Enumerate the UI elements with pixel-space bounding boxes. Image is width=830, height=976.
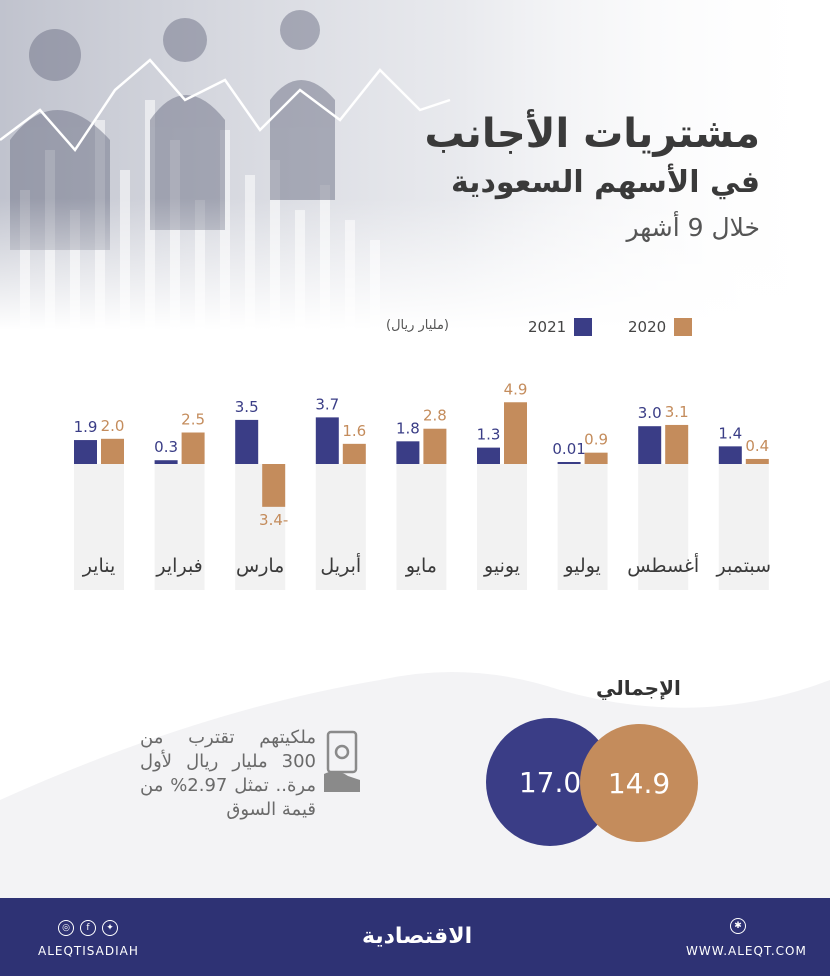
data-label-2021: 0.01 [552,440,585,458]
month-label: مارس [236,555,284,577]
data-label-2020: 2.0 [101,417,125,435]
month-column-bg [396,464,447,590]
legend-2020-swatch [674,318,693,336]
month-label: مايو [405,555,437,577]
total-2020-value: 14.9 [607,766,671,800]
month-label: فبراير [155,555,202,577]
globe-icon: ✱ [730,918,746,934]
bar-2021 [315,417,339,464]
bar-2020 [262,464,286,507]
twitter-icon[interactable]: ✦ [102,920,118,936]
data-label-2020: 3.4- [259,511,288,529]
hero-background [0,0,830,330]
bar-2021 [396,441,420,464]
legend-2021-label: 2021 [528,318,567,336]
data-label-2021: 3.5 [235,398,259,416]
month-label: يونيو [483,555,520,577]
month-column-bg [74,464,124,590]
data-label-2021: 3.0 [638,404,662,422]
data-label-2021: 3.7 [315,395,339,413]
bar-2021 [154,460,178,464]
data-label-2021: 1.3 [477,426,501,444]
data-label-2020: 2.8 [423,407,447,425]
data-label-2021: 1.4 [718,424,742,442]
legend-2020: 2020 [628,318,693,336]
data-label-2020: 4.9 [504,380,528,398]
month-label: سبتمبر [716,555,772,577]
bar-2021 [477,447,500,464]
ownership-note: ملكيتهم تقترب من 300 مليار ريال لأول مرة… [140,727,316,820]
month-column-bg [315,464,366,590]
legend-2021: 2021 [528,318,593,336]
month-column-bg [477,464,527,590]
bar-2020 [504,402,527,464]
bar-2020 [181,432,205,464]
data-label-2020: 0.4 [745,437,769,455]
page-title: مشتريات الأجانب [424,111,760,157]
website-link[interactable]: WWW.ALEQT.COM [686,944,807,958]
bar-2020 [584,452,608,464]
bar-2020 [423,428,447,464]
month-column-bg [638,464,689,590]
month-label: أغسطس [627,553,699,577]
totals-title: الإجمالي [596,676,681,700]
bar-2020 [745,458,769,464]
legend-2020-label: 2020 [628,318,667,336]
money-hand-icon [324,730,360,792]
footer-bar [0,898,830,976]
bar-chart: 1.9 2.0 يناير 0.32.5 فبراير 3.5 3.4- مارس 3.71.6… [74,380,772,590]
month-label: يناير [82,555,116,577]
total-2021-value: 17.0 [518,765,582,799]
legend-2021-swatch [574,318,593,336]
data-label-2020: 3.1 [665,403,689,421]
data-label-2021: 0.3 [154,438,178,456]
data-label-2020: 0.9 [584,431,608,449]
social-icons: ◎ f ✦ [58,920,118,936]
total-2020-circle: 14.9 [580,724,698,842]
unit-label: (مليار ريال) [386,318,450,333]
bar-2021 [235,419,259,464]
bar-2021 [718,446,742,464]
period-label: خلال 9 أشهر [626,213,760,242]
data-label-2021: 1.8 [396,419,420,437]
bar-2020 [101,438,124,464]
instagram-icon[interactable]: ◎ [58,920,74,936]
data-label-2020: 1.6 [342,422,366,440]
month-column-bg [154,464,205,590]
background-wave [0,672,830,900]
bar-2020 [665,424,689,464]
brand-logo: الاقتصادية [362,924,473,949]
data-label-2021: 1.9 [74,418,98,436]
bar-2021 [638,426,662,464]
bar-2021 [557,462,581,464]
facebook-icon[interactable]: f [80,920,96,936]
social-handle[interactable]: ALEQTISADIAH [38,944,139,958]
month-column-bg [557,464,608,590]
month-label: يوليو [563,555,600,577]
title-block: مشتريات الأجانب في الأسهم السعودية خلال … [424,108,760,250]
bar-2021 [74,440,97,464]
month-column-bg [718,464,769,590]
month-label: أبريل [320,553,361,577]
bar-2020 [342,443,366,464]
page-subtitle: في الأسهم السعودية [450,165,760,200]
data-label-2020: 2.5 [181,411,205,429]
